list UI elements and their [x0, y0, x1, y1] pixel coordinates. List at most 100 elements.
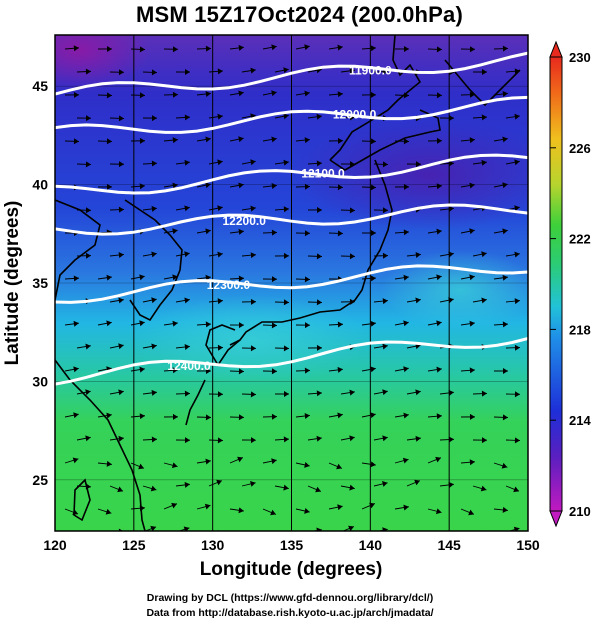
wind-arrowhead: [238, 136, 244, 143]
wind-arrowhead: [337, 137, 343, 144]
y-tick-label: 25: [32, 472, 48, 488]
wind-arrowhead: [172, 413, 178, 420]
contour-label: 12300.0: [207, 278, 251, 292]
height-contour: [55, 264, 528, 304]
height-contour: [55, 203, 528, 236]
coastline: [55, 35, 521, 531]
warm-patch: [130, 295, 370, 385]
wind-arrowhead: [316, 527, 322, 531]
credit-drawing: Drawing by DCL (https://www.gfd-dennou.o…: [146, 592, 434, 604]
wind-arrowhead: [205, 458, 211, 465]
wind-arrowhead: [370, 184, 376, 191]
wind-arrowhead: [118, 161, 124, 168]
wind-arrowhead: [436, 137, 442, 144]
wind-arrowhead: [205, 321, 211, 328]
wind-arrowhead: [271, 182, 277, 189]
wind-arrowhead: [106, 412, 112, 419]
coast-honshu: [229, 159, 393, 346]
wind-arrowhead: [316, 113, 322, 120]
wind-arrowhead: [337, 184, 343, 191]
wind-arrowhead: [171, 502, 177, 509]
wind-arrowhead: [118, 389, 124, 396]
wind-arrowhead: [502, 274, 508, 281]
wind-arrowhead: [304, 276, 310, 283]
wind-arrowhead: [403, 320, 409, 327]
wind-arrowhead: [469, 413, 475, 420]
colorbar-tick-label: 226: [569, 141, 591, 156]
wind-arrowhead: [349, 484, 355, 491]
wind-arrowhead: [469, 228, 475, 235]
coast-ryukyu: [185, 379, 206, 426]
wind-arrowhead: [448, 297, 454, 304]
wind-arrowhead: [480, 485, 487, 492]
y-tick-label: 35: [32, 275, 48, 291]
wind-arrowhead: [283, 159, 289, 166]
wind-arrowhead: [436, 183, 442, 190]
wind-arrowhead: [481, 251, 487, 258]
wind-arrowhead: [283, 299, 289, 306]
colorbar-max-triangle: [549, 40, 563, 58]
wind-arrowhead: [337, 504, 343, 511]
wind-arrowhead: [238, 90, 244, 97]
wind-arrowhead: [382, 252, 388, 259]
wind-arrowhead: [415, 252, 421, 258]
wind-arrowhead: [448, 205, 454, 212]
warm-patch-east: [380, 250, 528, 330]
wind-arrowhead: [271, 458, 277, 465]
wind-arrowhead: [502, 91, 508, 97]
wind-arrowhead: [448, 115, 454, 122]
wind-arrowhead: [435, 508, 442, 515]
wind-arrowhead: [337, 366, 343, 373]
wind-arrowhead: [172, 367, 178, 374]
wind-arrowhead: [304, 508, 310, 514]
wind-arrowhead: [436, 413, 442, 420]
wind-arrowhead: [271, 229, 277, 236]
wind-arrowhead: [118, 343, 124, 350]
wind-arrowhead: [382, 161, 388, 168]
wind-arrowhead: [370, 229, 376, 236]
wind-arrowhead: [205, 414, 211, 421]
wind-arrowhead: [304, 230, 310, 237]
wind-arrowhead: [315, 486, 321, 493]
cold-core-nw: [55, 35, 150, 90]
wind-arrowhead: [85, 115, 91, 122]
wind-arrowhead: [85, 532, 91, 538]
wind-arrowhead: [205, 136, 211, 143]
wind-arrowhead: [205, 367, 211, 374]
wind-arrowhead: [415, 531, 421, 537]
wind-arrowhead: [283, 113, 289, 120]
wind-arrowhead: [403, 504, 409, 511]
wind-arrowhead: [172, 137, 178, 144]
wind-arrowhead: [151, 436, 157, 443]
wind-arrowhead: [370, 45, 376, 52]
cold-core-ne: [290, 120, 528, 230]
wind-arrowhead: [105, 508, 112, 515]
wind-arrowhead: [304, 90, 310, 97]
wind-arrowhead: [271, 322, 277, 329]
wind-arrowhead: [481, 114, 487, 121]
colorbar-tick-label: 230: [569, 50, 591, 65]
wind-arrowhead: [502, 414, 508, 421]
wind-arrowhead: [436, 46, 442, 53]
wind-arrowhead: [138, 463, 144, 470]
wind-arrowhead: [304, 461, 310, 468]
wind-arrowhead: [171, 462, 178, 469]
colorbar-bar: [549, 56, 563, 512]
wind-arrowhead: [205, 228, 211, 235]
wind-arrowhead: [151, 69, 157, 76]
wind-arrowhead: [172, 228, 178, 235]
wind-arrowhead: [118, 206, 124, 213]
wind-arrowhead: [337, 230, 343, 237]
wind-arrowhead: [337, 412, 343, 419]
x-axis: 120 125 130 135 140 145 150: [43, 537, 540, 553]
x-tick-label: 145: [437, 537, 461, 553]
wind-arrowhead: [415, 435, 421, 442]
x-tick-label: 135: [280, 537, 304, 553]
wind-arrowhead: [514, 344, 520, 351]
wind-arrowhead: [349, 253, 355, 260]
wind-arrowhead: [205, 91, 211, 97]
wind-arrowhead: [514, 298, 520, 305]
height-contour: [55, 337, 528, 386]
height-contour: [55, 51, 528, 96]
wind-arrowhead: [382, 480, 388, 487]
